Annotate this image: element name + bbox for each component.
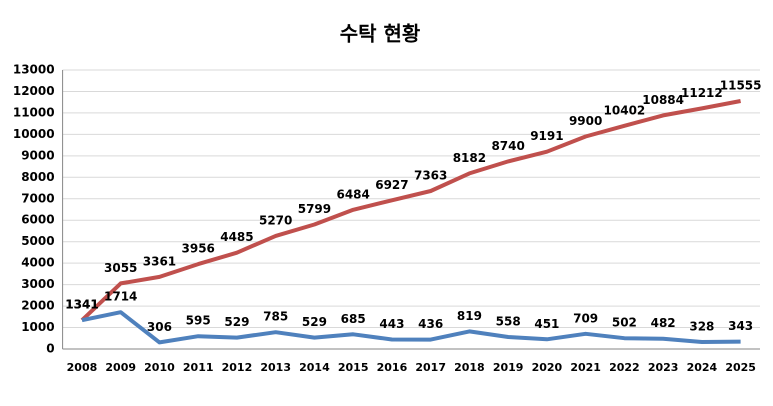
data-label: 9900 bbox=[569, 114, 602, 128]
y-tick-label: 6000 bbox=[21, 213, 54, 227]
data-label: 11555 bbox=[720, 79, 762, 93]
y-tick-label: 13000 bbox=[13, 63, 55, 77]
data-label: 11212 bbox=[681, 86, 723, 100]
y-tick-label: 2000 bbox=[21, 299, 54, 313]
data-label: 6927 bbox=[375, 178, 408, 192]
data-label: 709 bbox=[573, 311, 598, 325]
data-label: 5270 bbox=[259, 213, 292, 227]
y-tick-label: 7000 bbox=[21, 191, 54, 205]
x-tick-label: 2021 bbox=[570, 361, 601, 374]
data-label: 306 bbox=[147, 320, 172, 334]
data-label: 3055 bbox=[104, 261, 137, 275]
data-label: 7363 bbox=[414, 168, 447, 182]
y-tick-label: 10000 bbox=[13, 127, 55, 141]
data-label: 8182 bbox=[453, 151, 486, 165]
data-label: 482 bbox=[651, 316, 676, 330]
x-tick-label: 2025 bbox=[725, 361, 756, 374]
x-tick-label: 2017 bbox=[415, 361, 446, 374]
x-tick-label: 2013 bbox=[260, 361, 291, 374]
data-label: 451 bbox=[534, 317, 559, 331]
data-label: 785 bbox=[263, 310, 288, 324]
series-line bbox=[81, 310, 741, 345]
data-label: 6484 bbox=[336, 187, 369, 201]
data-label: 1341 bbox=[65, 298, 98, 312]
data-label: 1714 bbox=[104, 290, 137, 304]
x-tick-label: 2012 bbox=[222, 361, 253, 374]
data-label: 529 bbox=[302, 315, 327, 329]
data-label: 443 bbox=[379, 317, 404, 331]
x-tick-label: 2009 bbox=[105, 361, 136, 374]
chart-title: 수탁 현황 bbox=[340, 22, 421, 46]
y-tick-label: 9000 bbox=[21, 148, 54, 162]
data-label: 529 bbox=[224, 315, 249, 329]
data-label: 1341 bbox=[65, 298, 98, 312]
data-label: 436 bbox=[418, 317, 443, 331]
y-tick-label: 0 bbox=[46, 342, 54, 356]
data-label: 819 bbox=[457, 309, 482, 323]
y-tick-label: 8000 bbox=[21, 170, 54, 184]
data-label: 10884 bbox=[642, 93, 684, 107]
data-label: 3956 bbox=[182, 242, 215, 256]
x-tick-label: 2022 bbox=[609, 361, 640, 374]
data-label: 3361 bbox=[143, 254, 176, 268]
x-tick-label: 2024 bbox=[687, 361, 718, 374]
data-label: 328 bbox=[689, 319, 714, 333]
y-tick-label: 4000 bbox=[21, 256, 54, 270]
data-label: 595 bbox=[186, 314, 211, 328]
y-tick-label: 12000 bbox=[13, 84, 55, 98]
x-tick-label: 2014 bbox=[299, 361, 330, 374]
data-label: 5799 bbox=[298, 202, 331, 216]
data-label: 558 bbox=[496, 315, 521, 329]
x-tick-label: 2011 bbox=[183, 361, 214, 374]
data-label: 685 bbox=[341, 312, 366, 326]
data-label: 343 bbox=[728, 319, 753, 333]
x-tick-label: 2018 bbox=[454, 361, 485, 374]
series-line bbox=[80, 99, 741, 322]
y-tick-label: 1000 bbox=[21, 320, 54, 334]
data-label: 10402 bbox=[604, 103, 646, 117]
data-label: 502 bbox=[612, 316, 637, 330]
data-label: 8740 bbox=[491, 139, 524, 153]
x-tick-label: 2008 bbox=[67, 361, 98, 374]
x-tick-label: 2016 bbox=[377, 361, 408, 374]
x-tick-label: 2023 bbox=[648, 361, 679, 374]
x-tick-label: 2010 bbox=[144, 361, 175, 374]
x-tick-label: 2015 bbox=[338, 361, 369, 374]
data-label: 9191 bbox=[530, 129, 563, 143]
y-tick-label: 5000 bbox=[21, 234, 54, 248]
y-tick-label: 11000 bbox=[13, 105, 55, 119]
data-label: 4485 bbox=[220, 230, 253, 244]
x-tick-label: 2020 bbox=[532, 361, 563, 374]
y-tick-label: 3000 bbox=[21, 277, 54, 291]
x-tick-label: 2019 bbox=[493, 361, 524, 374]
